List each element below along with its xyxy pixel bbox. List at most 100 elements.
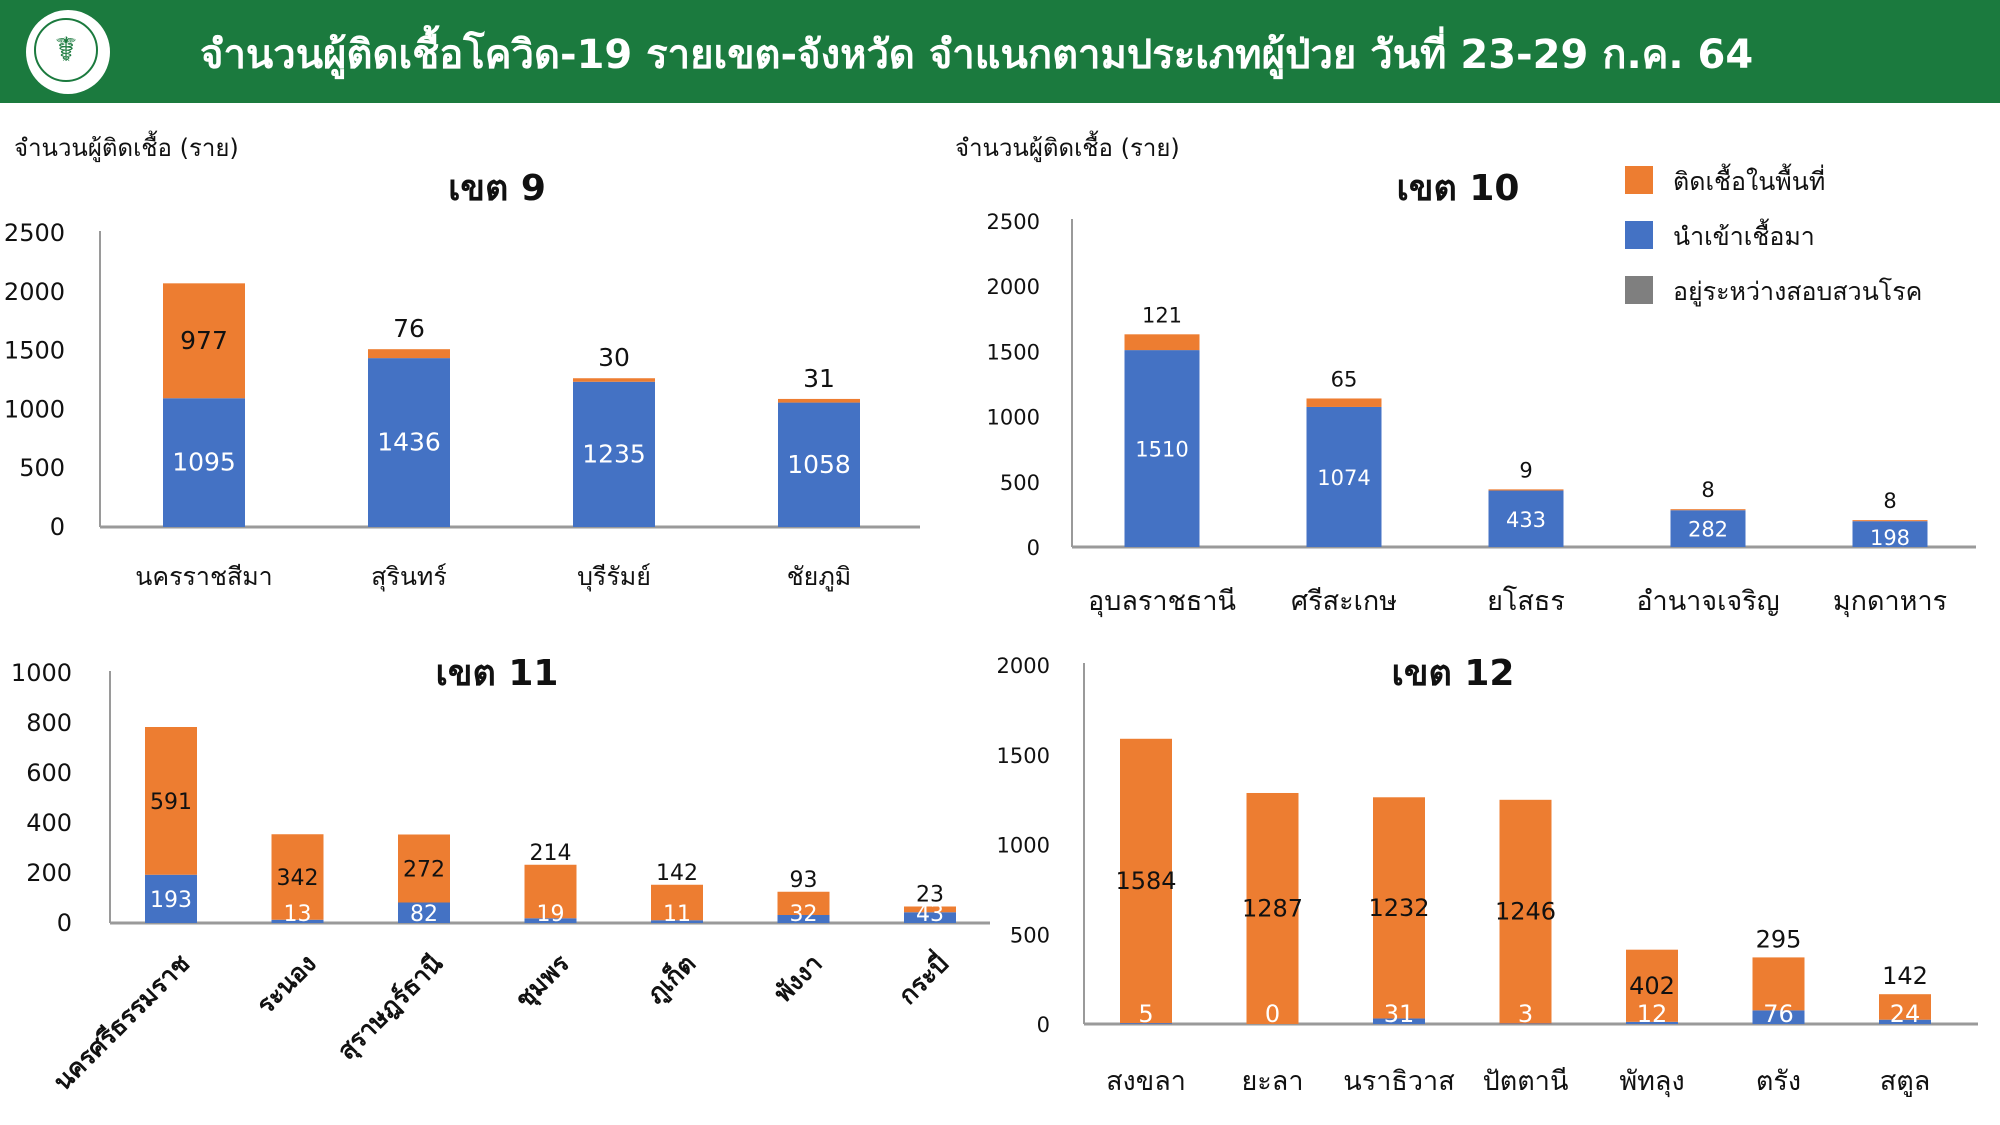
chart3-bar-local-7 <box>904 906 956 913</box>
chart4-bar-local-5 <box>1626 949 1678 1022</box>
legend-swatch-local <box>1625 166 1653 194</box>
caduceus-icon: ☤ <box>34 18 98 82</box>
chart4-imported-value-label-2: 0 <box>1265 1000 1280 1028</box>
chart4-category-label-5: พัทลุง <box>1619 1066 1684 1098</box>
chart3-category-label-4: ชุมพร <box>509 948 576 1015</box>
chart1-y-tick-label: 1000 <box>4 395 65 423</box>
chart2-y-tick-label: 2000 <box>987 275 1040 299</box>
chart3-bar-local-6 <box>777 891 830 915</box>
chart1-category-label-1: นครราชสีมา <box>135 562 272 591</box>
chart4-imported-value-label-4: 3 <box>1518 1000 1533 1028</box>
chart3-bar-imported-1 <box>145 874 197 923</box>
chart3-category-label-6: พังงา <box>768 949 827 1008</box>
chart2-y-tick-label: 500 <box>1000 471 1040 495</box>
chart3-bar-local-4 <box>524 864 577 919</box>
chart2-local-value-label-2: 65 <box>1331 367 1358 391</box>
chart1-bar-imported-4 <box>778 402 860 527</box>
chart4-bar-imported-5 <box>1626 1021 1678 1024</box>
page-title: จำนวนผู้ติดเชื้อโควิด-19 รายเขต-จังหวัด … <box>200 32 1754 78</box>
chart4-local-value-label-6: 295 <box>1756 925 1802 953</box>
chart1-y-tick-label: 500 <box>19 454 65 482</box>
chart2-bar-imported-5 <box>1852 521 1928 547</box>
chart1-category-label-2: สุรินทร์ <box>371 562 447 592</box>
chart3-imported-value-label-5: 11 <box>663 902 691 927</box>
chart3-category-label-1: นครศรีธรรมราช <box>48 949 196 1097</box>
chart4-imported-value-label-7: 24 <box>1890 1000 1921 1028</box>
chart4-imported-value-label-3: 31 <box>1384 1000 1415 1028</box>
chart1-y-tick-label: 0 <box>50 513 65 541</box>
chart2-y-tick-label: 2500 <box>987 210 1040 234</box>
chart4-imported-value-label-6: 76 <box>1763 1000 1794 1028</box>
chart3-y-tick-label: 0 <box>57 909 72 937</box>
chart2-local-value-label-1: 121 <box>1142 303 1182 327</box>
chart4-bar-local-7 <box>1879 994 1931 1020</box>
header-bar: ☤ จำนวนผู้ติดเชื้อโควิด-19 รายเขต-จังหวั… <box>0 0 2000 103</box>
chart4-local-value-label-2: 1287 <box>1242 894 1303 922</box>
chart4-local-value-label-5: 402 <box>1629 972 1675 1000</box>
chart4-bar-imported-1 <box>1120 1023 1172 1024</box>
chart4-imported-value-label-1: 5 <box>1138 1000 1153 1028</box>
chart4-category-label-2: ยะลา <box>1241 1066 1303 1097</box>
chart3-local-value-label-2: 342 <box>277 866 319 891</box>
chart3-imported-value-label-7: 43 <box>916 902 944 927</box>
legend-label-investigating: อยู่ระหว่างสอบสวนโรค <box>1673 277 1923 306</box>
chart1-y-tick-label: 1500 <box>4 337 65 365</box>
chart1-bar-local-2 <box>368 349 450 359</box>
chart3-category-label-7: กระบี่ <box>891 947 955 1011</box>
chart2-category-label-1: อุบลราชธานี <box>1088 586 1236 618</box>
chart2-bar-local-2 <box>1306 398 1382 407</box>
chart2-local-value-label-5: 8 <box>1883 489 1896 513</box>
chart3-imported-value-label-4: 19 <box>537 902 565 927</box>
chart3-bar-imported-2 <box>271 919 324 923</box>
chart4-bar-local-2 <box>1246 792 1299 1024</box>
chart3-bar-local-1 <box>145 727 197 875</box>
left-y-axis-unit-label: จำนวนผู้ติดเชื้อ (ราย) <box>14 134 239 162</box>
chart3-imported-value-label-1: 193 <box>150 888 192 913</box>
chart4-bar-local-6 <box>1752 957 1805 1011</box>
chart3-local-value-label-3: 272 <box>403 858 445 883</box>
chart1-y-tick-label: 2000 <box>4 278 65 306</box>
chart3-local-value-label-7: 23 <box>916 883 944 908</box>
chart3-local-value-label-4: 214 <box>530 841 572 866</box>
chart3-imported-value-label-2: 13 <box>284 902 312 927</box>
chart2-bar-imported-2 <box>1306 406 1382 547</box>
chart2-bar-local-5 <box>1852 520 1928 522</box>
ministry-seal-logo: ☤ <box>26 10 110 94</box>
chart1-imported-value-label-2: 1436 <box>377 428 441 457</box>
right-y-axis-unit-label: จำนวนผู้ติดเชื้อ (ราย) <box>955 134 1180 162</box>
chart4-bar-imported-4 <box>1499 1023 1552 1024</box>
legend-label-local: ติดเชื้อในพื้นที่ <box>1673 167 1826 196</box>
chart3-bar-imported-7 <box>904 912 956 923</box>
chart2-y-tick-label: 1000 <box>987 406 1040 430</box>
chart2-bar-local-4 <box>1670 509 1746 511</box>
chart3-y-tick-label: 200 <box>26 859 72 887</box>
chart3-y-tick-label: 1000 <box>11 659 72 687</box>
chart4-bar-imported-6 <box>1752 1010 1805 1024</box>
chart3-y-tick-label: 600 <box>26 759 72 787</box>
chart4-y-tick-label: 0 <box>1037 1013 1050 1037</box>
chart3-bar-local-3 <box>398 834 450 903</box>
chart4-local-value-label-1: 1584 <box>1115 867 1176 895</box>
chart3-bar-imported-5 <box>651 920 703 923</box>
chart1-local-value-label-1: 977 <box>180 326 228 355</box>
chart2-category-label-4: อำนาจเจริญ <box>1636 586 1779 617</box>
chart3-title: เขต 11 <box>436 653 559 694</box>
chart4-category-label-3: นราธิวาส <box>1343 1066 1454 1097</box>
chart3-imported-value-label-3: 82 <box>410 902 438 927</box>
chart3-category-label-3: สุราษฎร์ธานี <box>332 949 450 1067</box>
chart4-imported-value-label-5: 12 <box>1637 1000 1668 1028</box>
chart1-title: เขต 9 <box>448 168 546 209</box>
chart2-imported-value-label-5: 198 <box>1870 526 1910 550</box>
chart1-category-label-3: บุรีรัมย์ <box>577 562 651 592</box>
chart3-local-value-label-5: 142 <box>656 861 698 886</box>
chart2-bar-local-1 <box>1124 334 1200 351</box>
chart1-bar-local-3 <box>573 378 655 382</box>
chart4-category-label-1: สงขลา <box>1106 1066 1186 1097</box>
chart2-category-label-2: ศรีสะเกษ <box>1291 586 1397 617</box>
chart3-bar-local-5 <box>651 884 703 921</box>
chart4-category-label-6: ตรัง <box>1756 1066 1801 1097</box>
chart1-bar-local-1 <box>163 283 245 399</box>
chart4-bar-imported-7 <box>1879 1019 1931 1024</box>
chart1-imported-value-label-1: 1095 <box>172 448 236 477</box>
